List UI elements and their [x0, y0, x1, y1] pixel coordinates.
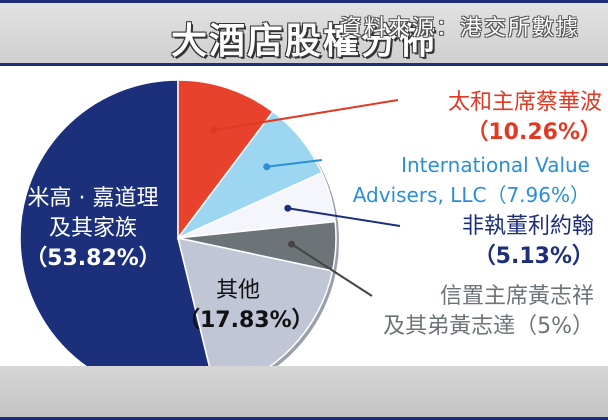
label-leigh-name: 非執董利約翰 [461, 214, 594, 239]
title-bar [0, 0, 608, 66]
chart-title: 大酒店股權分佈 [170, 21, 437, 62]
label-ng: 信置主席黃志祥 及其弟黃志達（5%） [376, 282, 594, 342]
label-kadoorie: 米高 · 嘉道理 及其家族 （53.82%） [18, 184, 168, 274]
label-choi-pct: （10.26%） [466, 120, 602, 145]
label-kadoorie-name: 米高 · 嘉道理 [27, 186, 159, 211]
leader-iva-dot [263, 163, 271, 171]
leader-choi [213, 99, 399, 132]
label-iva-name2: Advisers, LLC（7.96%） [352, 183, 590, 207]
slice-choi [177, 79, 275, 241]
label-iva: International Value Advisers, LLC（7.96%） [328, 150, 590, 210]
label-iva-name: International Value [401, 153, 590, 177]
label-leigh: 非執董利約翰 （5.13%） [400, 212, 594, 272]
label-leigh-pct: （5.13%） [473, 244, 594, 269]
source-text: 資料來源：港交所數據 [339, 16, 580, 41]
leader-ng-dot [288, 240, 296, 248]
label-kadoorie-pct: （53.82%） [25, 246, 161, 271]
label-choi: 太和主席蔡華波 （10.26%） [402, 88, 602, 148]
label-others: 其他 （17.83%） [178, 276, 314, 336]
label-others-pct: （17.83%） [178, 308, 314, 333]
leader-choi-dot [210, 126, 218, 134]
source-bar [0, 366, 608, 420]
label-choi-name: 太和主席蔡華波 [447, 90, 602, 115]
leader-leigh [287, 207, 401, 227]
label-kadoorie-name2: 及其家族 [48, 216, 137, 241]
leader-leigh-dot [284, 204, 292, 212]
label-ng-name: 信置主席黃志祥 [439, 284, 594, 309]
leader-ng [291, 243, 373, 297]
label-others-name: 其他 [215, 278, 260, 303]
leader-iva [266, 159, 323, 168]
label-ng-name2: 及其弟黃志達（5%） [383, 314, 594, 339]
